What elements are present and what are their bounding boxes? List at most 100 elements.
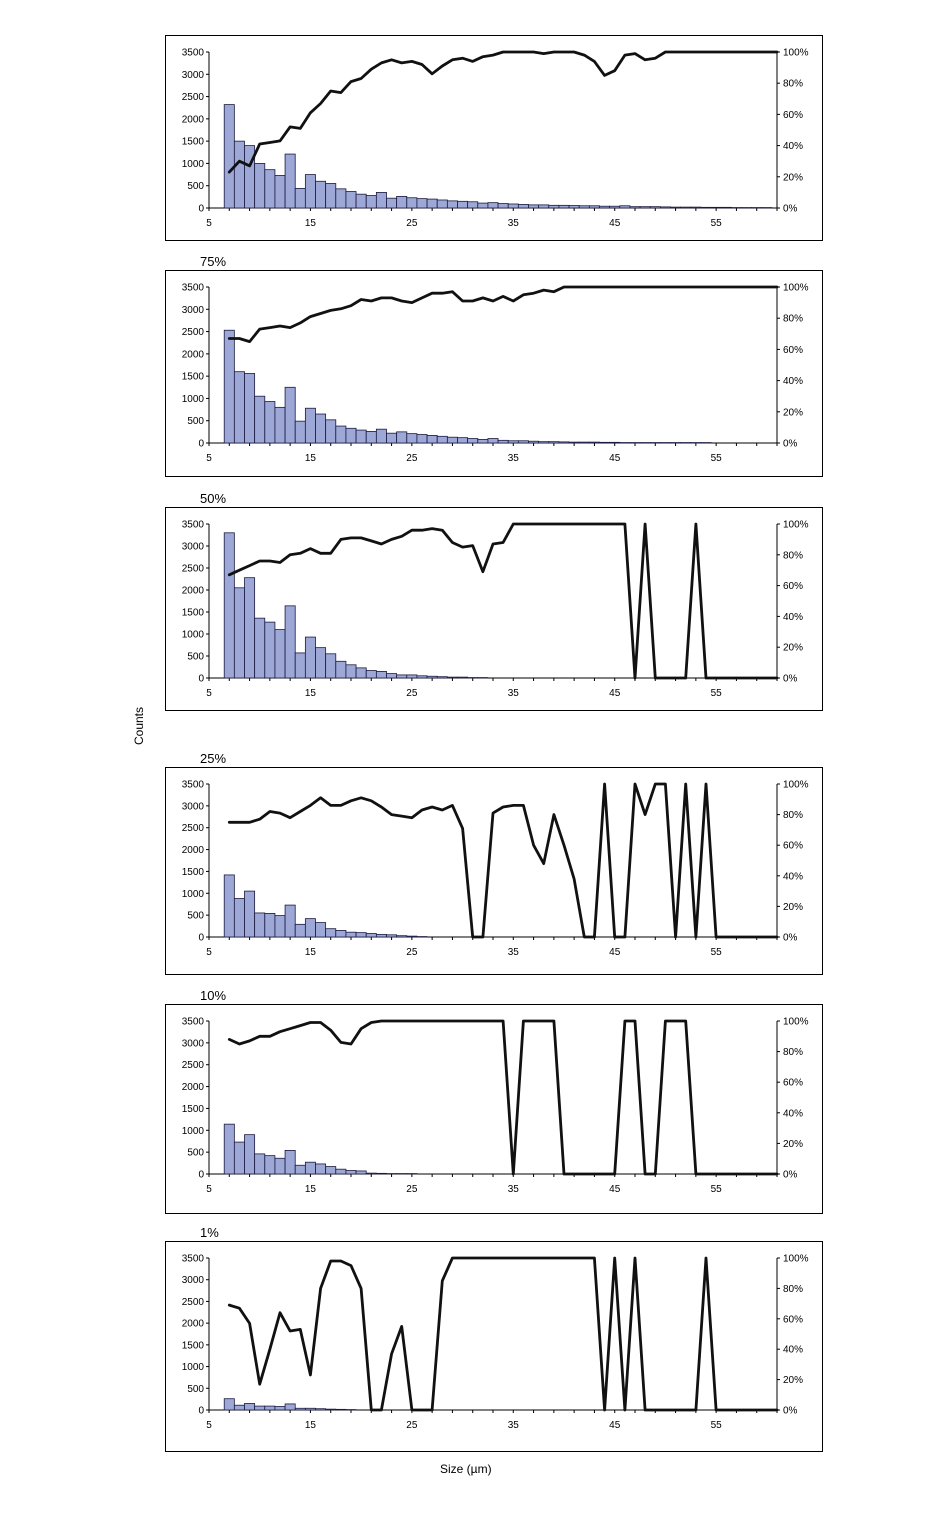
bar xyxy=(407,198,417,208)
bar xyxy=(234,588,244,678)
bar xyxy=(245,891,255,937)
y-tick-label: 3000 xyxy=(182,70,205,81)
bar xyxy=(600,206,610,208)
bar xyxy=(275,1407,285,1410)
bar xyxy=(336,426,346,443)
y-tick-label: 500 xyxy=(187,1384,204,1395)
bar xyxy=(508,204,518,208)
y-tick-label: 2500 xyxy=(182,92,205,103)
x-tick-label: 55 xyxy=(711,688,723,699)
y-tick-label: 3000 xyxy=(182,542,205,553)
bar xyxy=(478,203,488,208)
bar xyxy=(640,207,650,208)
bar xyxy=(387,198,397,208)
y-tick-label: 1000 xyxy=(182,630,205,641)
chart-panel-4: 0 500 1000 1500 2000 2500 3000 3500 0% 20% 40% 60% 8… xyxy=(165,767,823,975)
bar xyxy=(224,1124,234,1174)
x-tick-label: 15 xyxy=(305,947,317,958)
y-tick-label: 2500 xyxy=(182,823,205,834)
bar xyxy=(407,434,417,443)
bar xyxy=(224,330,234,443)
y-tick-label: 3500 xyxy=(182,1254,205,1265)
chart-svg-1: 0 500 1000 1500 2000 2500 3000 3500 0% 20% 40% 60% 8… xyxy=(166,36,822,240)
y2-tick-label: 20% xyxy=(783,1375,803,1386)
chart-svg-5: 05001000150020002500300035000%20%40%60%8… xyxy=(166,1005,822,1213)
y-tick-label: 3500 xyxy=(182,283,205,294)
y2-tick-label: 40% xyxy=(783,376,803,387)
bar xyxy=(234,1405,244,1410)
y-tick-label: 500 xyxy=(187,181,204,192)
y2-tick-label: 20% xyxy=(783,902,803,913)
bar xyxy=(427,435,437,443)
x-tick-label: 45 xyxy=(609,947,621,958)
bar xyxy=(427,199,437,208)
y2-tick-label: 60% xyxy=(783,345,803,356)
y-tick-label: 500 xyxy=(187,652,204,663)
bar xyxy=(346,192,356,208)
bar xyxy=(265,913,275,937)
y2-tick-label: 0% xyxy=(783,439,798,450)
x-tick-label: 45 xyxy=(609,218,621,229)
bar xyxy=(691,207,701,208)
bar xyxy=(549,205,559,208)
panel-title-3: 50% xyxy=(200,491,226,506)
x-tick-label: 5 xyxy=(206,947,212,958)
bar xyxy=(417,435,427,443)
y-tick-label: 2000 xyxy=(182,586,205,597)
bar xyxy=(234,899,244,937)
bar xyxy=(265,402,275,443)
bar xyxy=(620,206,630,208)
bar xyxy=(234,372,244,443)
x-tick-label: 55 xyxy=(711,218,723,229)
bar xyxy=(245,373,255,443)
bar xyxy=(437,677,447,678)
bar xyxy=(559,205,569,208)
bar xyxy=(255,163,265,208)
y-tick-label: 1000 xyxy=(182,889,205,900)
x-tick-label: 25 xyxy=(406,218,418,229)
bar xyxy=(316,1164,326,1174)
y-tick-label: 3500 xyxy=(182,520,205,531)
chart-panel-3: 0 500 1000 1500 2000 2500 3000 3500 0% 20% 40% 60% 8… xyxy=(165,507,823,711)
bar xyxy=(356,194,366,208)
x-tick-label: 45 xyxy=(609,688,621,699)
bar xyxy=(305,1162,315,1174)
y2-tick-label: 40% xyxy=(783,871,803,882)
bar xyxy=(610,206,620,208)
x-tick-label: 25 xyxy=(406,947,418,958)
bar xyxy=(458,201,468,208)
y-tick-label: 1500 xyxy=(182,372,205,383)
bar xyxy=(458,438,468,443)
y2-tick-label: 40% xyxy=(783,1345,803,1356)
y2-tick-label: 20% xyxy=(783,407,803,418)
bar xyxy=(376,934,386,937)
bar xyxy=(600,442,610,443)
x-tick-label: 5 xyxy=(206,218,212,229)
bar xyxy=(569,442,579,443)
bar xyxy=(539,442,549,443)
y2-tick-label: 40% xyxy=(783,612,803,623)
y2-tick-label: 80% xyxy=(783,550,803,561)
bar xyxy=(356,430,366,443)
bar xyxy=(569,206,579,208)
y-tick-label: 0 xyxy=(198,674,204,685)
y2-tick-label: 100% xyxy=(783,283,809,294)
x-tick-label: 5 xyxy=(206,453,212,464)
y-tick-label: 3500 xyxy=(182,1017,205,1028)
y-tick-label: 500 xyxy=(187,1148,204,1159)
bar xyxy=(285,905,295,937)
bar xyxy=(376,671,386,678)
bar xyxy=(478,439,488,443)
bar xyxy=(671,207,681,208)
bar xyxy=(346,665,356,678)
x-tick-label: 15 xyxy=(305,688,317,699)
y2-tick-label: 0% xyxy=(783,204,798,215)
bar xyxy=(275,175,285,208)
bar xyxy=(255,1154,265,1174)
bar xyxy=(397,936,407,937)
bar xyxy=(387,935,397,937)
series-line xyxy=(229,287,777,342)
bar xyxy=(275,407,285,443)
bar xyxy=(356,668,366,678)
y2-tick-label: 100% xyxy=(783,1017,809,1028)
